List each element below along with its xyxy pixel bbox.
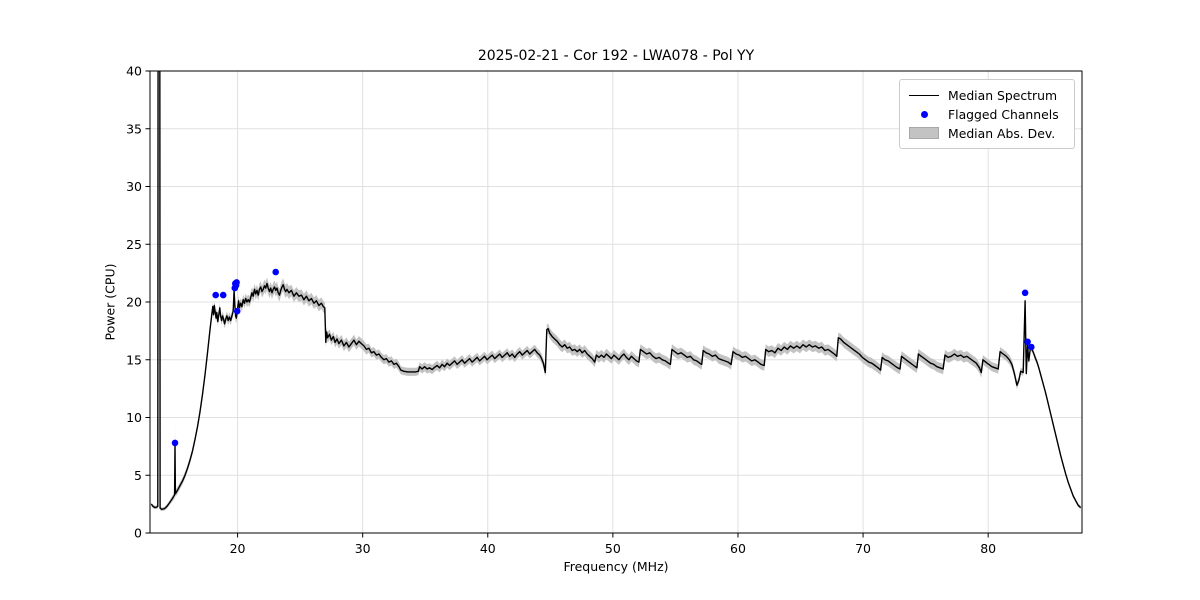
y-axis-label: Power (CPU) bbox=[102, 263, 118, 341]
y-tick-label-30: 30 bbox=[126, 179, 142, 194]
legend-label-median-spectrum: Median Spectrum bbox=[948, 87, 1058, 103]
flagged-channel-point bbox=[233, 279, 240, 286]
y-tick-label-40: 40 bbox=[126, 64, 142, 79]
median-line-sample-icon bbox=[909, 94, 939, 96]
mad-band bbox=[151, 71, 1081, 512]
flagged-channels bbox=[171, 268, 1035, 447]
legend-label-flagged-channels: Flagged Channels bbox=[948, 106, 1059, 122]
ticks: 20 30 40 50 60 70 80 0 5 10 15 20 25 30 35 40 bbox=[126, 64, 996, 557]
x-tick-label-40: 40 bbox=[480, 541, 496, 556]
flagged-channel-point bbox=[171, 439, 179, 447]
x-tick-label-30: 30 bbox=[355, 541, 371, 556]
mad-patch-sample-icon bbox=[909, 127, 939, 139]
x-tick-label-70: 70 bbox=[855, 541, 871, 556]
y-tick-label-35: 35 bbox=[126, 121, 142, 136]
y-tick-label-0: 0 bbox=[134, 526, 142, 541]
legend-entry-flagged-channels: Flagged Channels bbox=[908, 105, 1066, 123]
median-spectrum-line bbox=[150, 71, 1082, 510]
y-tick-label-25: 25 bbox=[126, 237, 142, 252]
flagged-channel-point bbox=[272, 268, 280, 276]
legend: Median Spectrum Flagged Channels Median … bbox=[899, 79, 1075, 149]
flagged-channel-point bbox=[212, 291, 219, 299]
y-tick-label-10: 10 bbox=[126, 410, 142, 425]
legend-label-mad: Median Abs. Dev. bbox=[948, 125, 1056, 141]
x-tick-label-50: 50 bbox=[605, 541, 621, 556]
flagged-channel-point bbox=[233, 307, 241, 315]
x-tick-label-60: 60 bbox=[730, 541, 746, 556]
x-axis-label: Frequency (MHz) bbox=[563, 559, 669, 574]
chart-title: 2025-02-21 - Cor 192 - LWA078 - Pol YY bbox=[477, 48, 755, 64]
y-tick-label-15: 15 bbox=[126, 352, 142, 367]
flagged-channel-point bbox=[1024, 338, 1031, 346]
y-tick-label-20: 20 bbox=[126, 295, 142, 310]
flagged-channel-point bbox=[1021, 289, 1029, 297]
x-tick-label-20: 20 bbox=[230, 541, 246, 556]
flagged-channel-point bbox=[219, 291, 227, 299]
legend-handle bbox=[908, 94, 940, 96]
y-tick-label-5: 5 bbox=[134, 468, 142, 483]
legend-entry-mad: Median Abs. Dev. bbox=[908, 124, 1066, 142]
x-tick-label-80: 80 bbox=[980, 541, 996, 556]
flagged-channel-point bbox=[1028, 343, 1035, 351]
legend-entry-median-spectrum: Median Spectrum bbox=[908, 86, 1066, 104]
legend-handle bbox=[908, 110, 940, 118]
legend-handle bbox=[908, 127, 940, 139]
flagged-marker-sample-icon bbox=[920, 110, 928, 118]
